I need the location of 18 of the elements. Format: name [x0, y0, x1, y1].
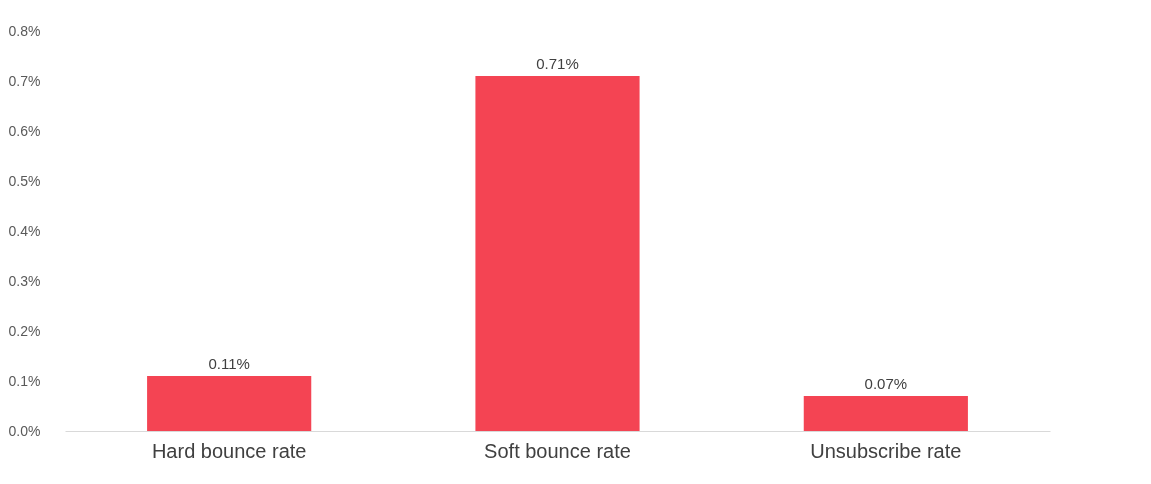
y-tick-label: 0.3% [8, 272, 41, 289]
y-tick-label: 0.5% [8, 172, 41, 189]
y-tick-label: 0.2% [8, 322, 41, 339]
x-tick-label: Soft bounce rate [484, 439, 631, 462]
y-tick-label: 0.4% [8, 222, 41, 239]
y-tick-label: 0.7% [8, 72, 41, 89]
data-label: 0.71% [536, 55, 579, 72]
y-tick-label: 0.6% [8, 122, 41, 139]
y-tick-label: 0.8% [8, 22, 41, 39]
bar [147, 376, 312, 431]
x-tick-label: Unsubscribe rate [810, 439, 962, 462]
y-tick-label: 0.1% [8, 372, 41, 389]
data-label: 0.07% [864, 375, 908, 392]
y-tick-label: 0.0% [8, 422, 41, 439]
bar [803, 396, 968, 431]
data-label: 0.11% [208, 355, 250, 372]
bar [475, 76, 640, 431]
x-tick-label: Hard bounce rate [151, 439, 307, 462]
